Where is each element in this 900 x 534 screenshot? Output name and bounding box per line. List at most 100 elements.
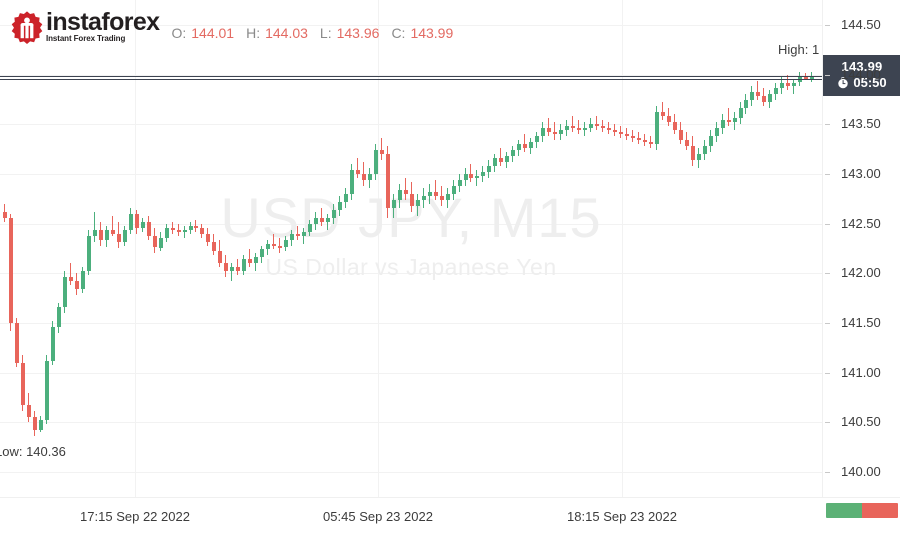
- candle-body-bullish: [516, 144, 521, 151]
- candle-body-bearish: [570, 126, 575, 129]
- price-tick-mark: [825, 224, 830, 225]
- candle-body-bullish: [492, 158, 497, 166]
- current-price-value: 143.99: [841, 59, 883, 74]
- buy-sell-chip[interactable]: [826, 503, 898, 518]
- price-tick-label: 144.00: [841, 67, 881, 82]
- candle-body-bullish: [528, 142, 533, 149]
- horizontal-gridline: [0, 224, 822, 225]
- candle-body-bullish: [343, 193, 348, 202]
- candle-body-bullish: [253, 257, 258, 264]
- candle-body-bearish: [636, 138, 641, 141]
- price-level-line: [0, 79, 822, 80]
- candle-body-bearish: [14, 323, 19, 363]
- candle-body-bullish: [241, 259, 246, 272]
- candle-body-bearish: [110, 229, 115, 234]
- ohlc-close-label: C:: [391, 25, 406, 41]
- candle-body-bearish: [8, 217, 13, 324]
- candle-wick: [757, 80, 758, 101]
- candle-wick: [435, 179, 436, 200]
- time-tick-label: 18:15 Sep 23 2022: [567, 509, 677, 524]
- candlestick-series: [2, 71, 814, 437]
- price-tick-label: 143.50: [841, 116, 881, 131]
- candle-body-bullish: [463, 173, 468, 180]
- candle-body-bearish: [666, 116, 671, 123]
- horizontal-gridline: [0, 25, 822, 26]
- ohlc-high-value: 144.03: [265, 25, 308, 41]
- candle-body-bearish: [552, 132, 557, 135]
- candle-body-bullish: [510, 150, 515, 157]
- chart-gridlines: [0, 0, 822, 497]
- chart-plot-area[interactable]: USD JPY, M15 US Dollar vs Japanese Yen H…: [0, 0, 822, 497]
- candle-body-bearish: [74, 281, 79, 290]
- candle-body-bullish: [480, 171, 485, 176]
- buy-half[interactable]: [826, 503, 862, 518]
- candle-body-bearish: [612, 130, 617, 133]
- candle-body-bullish: [582, 128, 587, 131]
- price-tick-mark: [825, 422, 830, 423]
- logo-name: instaforex: [46, 8, 160, 36]
- candle-wick: [787, 74, 788, 91]
- candle-body-bearish: [134, 213, 139, 228]
- candle-wick: [578, 120, 579, 135]
- candle-body-bullish: [56, 307, 61, 328]
- candle-body-bearish: [271, 243, 276, 246]
- candle-body-bearish: [546, 128, 551, 133]
- candle-wick: [297, 225, 298, 240]
- vertical-gridline: [378, 0, 379, 497]
- instaforex-logo[interactable]: instaforex Instant Forex Trading: [10, 8, 160, 44]
- candle-body-bearish: [235, 267, 240, 272]
- price-tick-mark: [825, 373, 830, 374]
- candle-body-bullish: [80, 271, 85, 290]
- candle-body-bearish: [672, 122, 677, 131]
- candle-wick: [94, 211, 95, 242]
- candle-body-bullish: [122, 229, 127, 242]
- candle-body-bearish: [618, 132, 623, 135]
- candle-wick: [273, 233, 274, 250]
- candle-body-bearish: [26, 404, 31, 418]
- candle-body-bullish: [474, 175, 479, 178]
- time-axis[interactable]: 17:15 Sep 22 2022 05:45 Sep 23 2022 18:15 …: [0, 497, 900, 534]
- candle-body-bearish: [98, 229, 103, 240]
- candle-wick: [608, 122, 609, 135]
- candle-body-bullish: [588, 124, 593, 129]
- current-price-tag: 143.99 05:50: [823, 55, 900, 96]
- candle-body-bearish: [385, 154, 390, 208]
- candle-body-bullish: [265, 243, 270, 250]
- vertical-gridline: [135, 0, 136, 497]
- candle-body-bullish: [654, 112, 659, 145]
- candle-body-bullish: [283, 239, 288, 248]
- price-tick-label: 142.00: [841, 265, 881, 280]
- candle-body-bearish: [223, 263, 228, 272]
- candle-body-bullish: [773, 88, 778, 95]
- candle-body-bullish: [313, 217, 318, 224]
- candle-body-bullish: [564, 126, 569, 131]
- candle-body-bearish: [648, 142, 653, 145]
- candle-body-bullish: [415, 199, 420, 206]
- candle-body-bullish: [301, 231, 306, 236]
- horizontal-gridline: [0, 124, 822, 125]
- price-axis[interactable]: 143.99 05:50 144.50 144.00 143.50 143.00 142…: [822, 0, 900, 497]
- horizontal-gridline: [0, 75, 822, 76]
- candle-body-bearish: [433, 191, 438, 196]
- candle-body-bullish: [337, 201, 342, 210]
- candle-body-bullish: [164, 227, 169, 238]
- horizontal-gridline: [0, 472, 822, 473]
- candle-body-bullish: [349, 169, 354, 194]
- price-tick-mark: [825, 25, 830, 26]
- candle-body-bearish: [803, 75, 808, 79]
- chart-header: instaforex Instant Forex Trading O: 144.…: [10, 10, 460, 44]
- candle-wick: [572, 116, 573, 133]
- sell-half[interactable]: [862, 503, 898, 518]
- candle-body-bearish: [785, 82, 790, 87]
- candle-wick: [303, 227, 304, 244]
- candle-wick: [596, 116, 597, 131]
- price-tick-label: 144.50: [841, 17, 881, 32]
- candle-body-bullish: [86, 235, 91, 272]
- candle-body-bullish: [451, 185, 456, 194]
- candle-body-bearish: [193, 225, 198, 228]
- candle-body-bullish: [540, 128, 545, 137]
- candle-body-bearish: [439, 195, 444, 200]
- candle-body-bearish: [606, 128, 611, 131]
- horizontal-gridline: [0, 273, 822, 274]
